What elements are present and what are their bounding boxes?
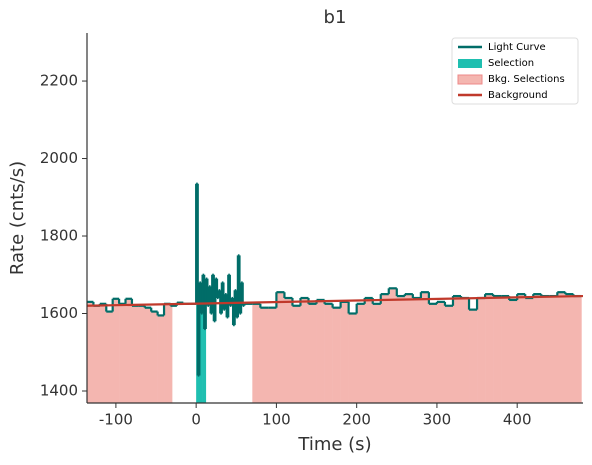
x-tick-label: 100 xyxy=(262,411,291,429)
bkg-selection-fill xyxy=(372,303,382,403)
bkg-selection-fill xyxy=(493,296,502,403)
legend-label: Bkg. Selections xyxy=(488,74,565,85)
bkg-selection-fill xyxy=(396,296,406,403)
bkg-selection-fill xyxy=(477,298,486,403)
y-tick-label: 2000 xyxy=(40,149,78,167)
bkg-selection-fill xyxy=(93,305,101,403)
chart-title: b1 xyxy=(324,7,347,28)
legend-label: Light Curve xyxy=(488,42,546,53)
bkg-selection-fill xyxy=(541,296,550,403)
bkg-selection-fill xyxy=(284,298,293,403)
bkg-selection-fill xyxy=(404,294,414,403)
bkg-selection-fill xyxy=(565,294,574,403)
bkg-selection-fill xyxy=(428,303,438,403)
bkg-selection-fill xyxy=(300,298,309,403)
bkg-selection-fill xyxy=(348,313,357,403)
x-tick-label: 200 xyxy=(342,411,371,429)
bkg-selection-fill xyxy=(509,299,518,403)
selection-fill xyxy=(200,313,203,403)
bkg-selection-fill xyxy=(144,307,152,403)
legend-box xyxy=(451,37,579,105)
bkg-selection-fill xyxy=(324,303,333,403)
x-tick-label: -100 xyxy=(99,411,133,429)
bkg-selection-fill xyxy=(461,298,470,403)
bkg-selection-fill xyxy=(356,303,365,403)
legend-swatch xyxy=(457,74,483,85)
bkg-selection-fill xyxy=(452,296,462,403)
bkg-selection-fill xyxy=(485,294,494,403)
y-tick-label: 1600 xyxy=(40,304,78,322)
background-line xyxy=(87,294,583,307)
bkg-selection-fill xyxy=(112,298,120,403)
bkg-selection-fill xyxy=(332,307,341,403)
bkg-selection-fill xyxy=(380,294,390,403)
bkg-selection-fill xyxy=(99,303,107,403)
bkg-selection-fill xyxy=(276,292,285,403)
bkg-selection-fill xyxy=(170,305,173,403)
bkg-selection-fill xyxy=(549,296,558,403)
y-tick-label: 1400 xyxy=(40,381,78,399)
legend-swatch xyxy=(458,59,482,68)
y-tick-label: 1800 xyxy=(40,227,78,245)
bkg-selection-fill xyxy=(164,303,171,403)
bkg-selection-fill xyxy=(292,305,301,403)
bkg-selection-fill xyxy=(501,296,510,403)
plot-area xyxy=(87,182,583,403)
bkg-selection-fill xyxy=(517,294,526,403)
x-tick-label: 0 xyxy=(191,411,201,429)
bkg-selection-fill xyxy=(138,305,146,403)
bkg-selection-fill xyxy=(557,292,566,403)
selection-fill xyxy=(197,375,200,403)
bkg-selection-fill xyxy=(533,294,542,403)
x-tick-label: 300 xyxy=(423,411,452,429)
bkg-selection-fill xyxy=(412,298,422,403)
bkg-selection-fill xyxy=(525,298,534,403)
bkg-selection-fill xyxy=(268,307,277,403)
bkg-selection-fill xyxy=(252,303,261,403)
bkg-selection-fill xyxy=(340,301,349,403)
bkg-selection-fill xyxy=(444,305,454,403)
x-tick-label: 400 xyxy=(503,411,532,429)
bkg-selection-fill xyxy=(131,305,139,403)
selection-fill xyxy=(204,329,207,403)
x-axis-label: Time (s) xyxy=(297,434,371,455)
bkg-selection-fill xyxy=(420,292,430,403)
bkg-selection-fill xyxy=(106,311,113,403)
bkg-selection-fill xyxy=(388,288,398,403)
bkg-selection-fill xyxy=(573,296,582,403)
bkg-selection-fill xyxy=(87,301,94,403)
bkg-selection-fill xyxy=(364,298,374,403)
selection-fill xyxy=(202,274,205,403)
y-axis-label: Rate (cnts/s) xyxy=(7,161,28,275)
bkg-selection-fill xyxy=(119,303,126,403)
bkg-selection-fill xyxy=(469,309,478,403)
bkg-selection-fill xyxy=(308,303,317,403)
y-tick-label: 2200 xyxy=(40,72,78,90)
bkg-selection-fill xyxy=(125,298,133,403)
legend-label: Selection xyxy=(488,58,534,69)
legend-label: Background xyxy=(488,90,548,101)
bkg-selection-fill xyxy=(260,307,269,403)
bkg-selection-fill xyxy=(436,301,446,403)
bkg-selection-fill xyxy=(151,311,158,403)
bkg-selection-fill xyxy=(316,299,325,403)
bkg-selection-fill xyxy=(157,315,165,403)
